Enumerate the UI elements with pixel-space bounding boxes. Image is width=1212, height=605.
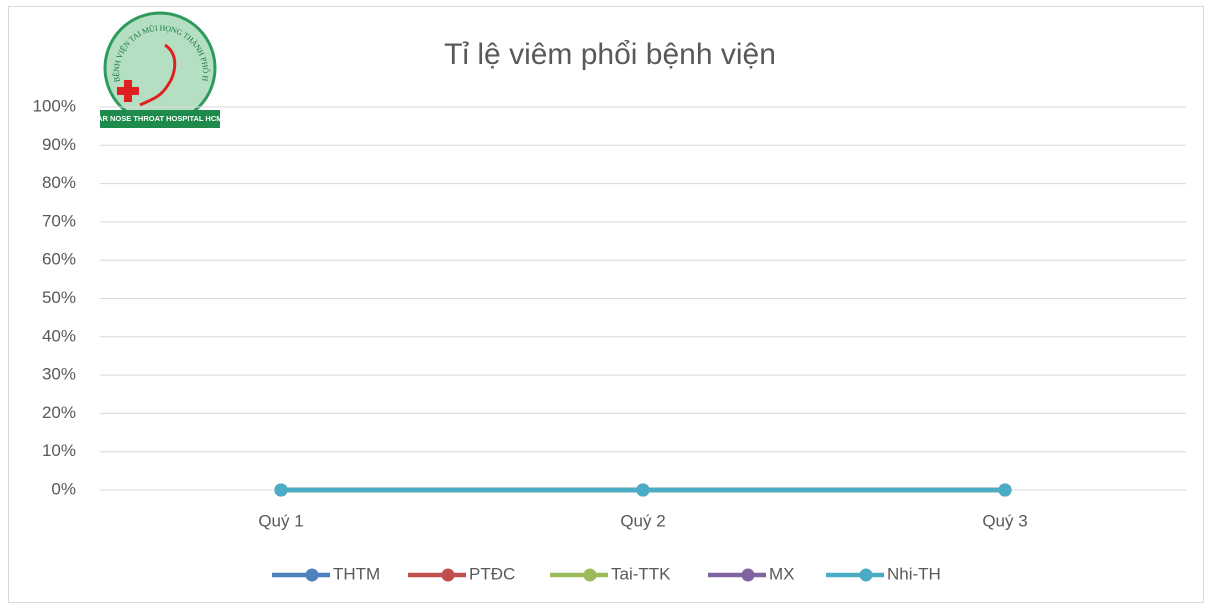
point-marker	[636, 483, 650, 497]
y-tick-label: 0%	[51, 479, 76, 498]
y-tick-label: 10%	[42, 441, 76, 460]
legend-label: THTM	[333, 564, 380, 583]
logo-face	[139, 43, 177, 107]
x-tick-label: Quý 2	[620, 511, 665, 530]
y-tick-label: 20%	[42, 403, 76, 422]
legend-label: Tai-TTK	[611, 564, 671, 583]
y-tick-label: 50%	[42, 288, 76, 307]
logo-banner	[100, 110, 220, 128]
y-tick-label: 70%	[42, 211, 76, 230]
legend-swatch	[441, 568, 455, 582]
y-tick-label: 80%	[42, 173, 76, 192]
legend-swatch	[859, 568, 873, 582]
legend-label: MX	[769, 564, 795, 583]
y-tick-label: 100%	[33, 96, 76, 115]
legend-swatch	[741, 568, 755, 582]
y-tick-label: 60%	[42, 250, 76, 269]
logo-caption: EAR NOSE THROAT HOSPITAL HCMC	[92, 114, 228, 123]
logo-cross	[117, 87, 139, 95]
x-tick-label: Quý 3	[982, 511, 1027, 530]
chart-title: Tỉ lệ viêm phổi bệnh viện	[444, 38, 776, 71]
point-marker	[998, 483, 1012, 497]
legend-label: Nhi-TH	[887, 564, 941, 583]
x-tick-label: Quý 1	[258, 511, 303, 530]
legend-swatch	[305, 568, 319, 582]
y-tick-label: 30%	[42, 365, 76, 384]
y-tick-label: 90%	[42, 135, 76, 154]
point-marker	[274, 483, 288, 497]
y-tick-label: 40%	[42, 326, 76, 345]
legend-label: PTĐC	[469, 564, 515, 583]
legend-swatch	[583, 568, 597, 582]
chart-frame	[8, 6, 1204, 603]
